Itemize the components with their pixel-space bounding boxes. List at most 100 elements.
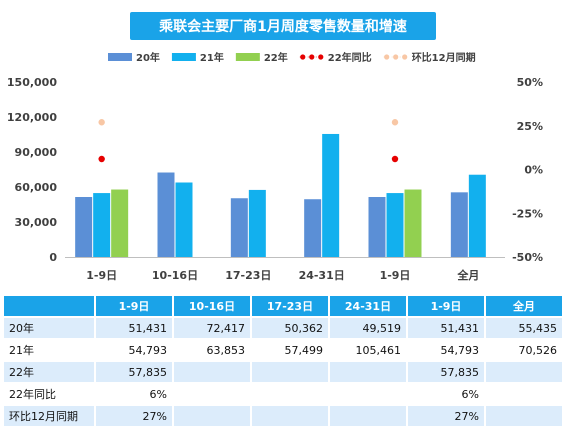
y-tick-label: 0 (49, 251, 57, 264)
table-cell (330, 362, 408, 384)
table-cell (174, 384, 252, 406)
table-cell (330, 384, 408, 406)
table-cell: 70,526 (486, 340, 564, 362)
legend-label: 21年 (200, 51, 224, 64)
bar-20年 (230, 198, 248, 257)
table-cell (252, 362, 330, 384)
chart-svg: 0 30,000 60,000 90,000 120,000 150,000 -50% -25… (7, 51, 543, 282)
bar-21年 (322, 133, 340, 257)
y-tick-label: 150,000 (7, 76, 57, 89)
table-cell: 6% (96, 384, 174, 406)
table-cell (252, 384, 330, 406)
table-row-label: 22年同比 (4, 384, 96, 406)
table-header-cell: 24-31日 (330, 296, 408, 318)
bar-22年 (111, 189, 129, 257)
point-环比12月同期 (391, 119, 399, 126)
table-cell (330, 406, 408, 428)
table-header-cell: 1-9日 (408, 296, 486, 318)
table-header-cell: 1-9日 (96, 296, 174, 318)
legend-marker (402, 54, 408, 60)
y-tick-label: 90,000 (15, 146, 58, 159)
table-cell (252, 406, 330, 428)
legend-marker (309, 54, 315, 60)
bar-21年 (93, 193, 111, 257)
x-tick-label: 17-23日 (225, 269, 271, 282)
table-row-label: 22年 (4, 362, 96, 384)
legend-marker (318, 54, 324, 60)
legend-marker (300, 54, 306, 60)
table-row: 20年 51,431 72,417 50,362 49,519 51,431 55,435 (4, 318, 564, 340)
y2-tick-label: 50% (517, 76, 543, 89)
y-tick-label: 120,000 (7, 111, 57, 124)
table-cell: 63,853 (174, 340, 252, 362)
table-cell: 27% (408, 406, 486, 428)
table-cell (174, 362, 252, 384)
point-22年同比 (98, 155, 105, 163)
table-cell: 51,431 (96, 318, 174, 340)
table-cell: 54,793 (96, 340, 174, 362)
chart-area: 0 30,000 60,000 90,000 120,000 150,000 -50% -25… (7, 12, 543, 282)
table-cell: 27% (96, 406, 174, 428)
x-tick-label: 10-16日 (152, 269, 198, 282)
table-body: 20年 51,431 72,417 50,362 49,519 51,431 55,435 2… (4, 318, 564, 428)
table-cell (486, 406, 564, 428)
table-header-cell (4, 296, 96, 318)
legend-label: 20年 (136, 51, 160, 64)
chart-title: 乘联会主要厂商1月周度零售数量和增速 (130, 12, 436, 40)
y2-tick-label: -25% (512, 207, 543, 220)
data-table: 1-9日 10-16日 17-23日 24-31日 1-9日 全月 20年 51,431 72… (4, 296, 564, 428)
table-cell: 72,417 (174, 318, 252, 340)
bar-20年 (450, 192, 468, 257)
table-row: 21年 54,793 63,853 57,499 105,461 54,793 70,526 (4, 340, 564, 362)
table-cell: 50,362 (252, 318, 330, 340)
point-环比12月同期 (98, 119, 105, 126)
table-row: 环比12月同期 27% 27% (4, 406, 564, 428)
legend-label: 22年 (264, 51, 288, 64)
legend-label: 环比12月同期 (412, 51, 476, 64)
y-tick-label: 30,000 (15, 216, 58, 229)
bar-21年 (386, 193, 404, 257)
table-row-label: 21年 (4, 340, 96, 362)
table-header-cell: 10-16日 (174, 296, 252, 318)
table-cell: 49,519 (330, 318, 408, 340)
table-header-cell: 全月 (486, 296, 564, 318)
table-cell: 51,431 (408, 318, 486, 340)
legend-marker (393, 54, 399, 60)
bar-20年 (304, 199, 322, 257)
legend-marker (384, 54, 390, 60)
table-row: 22年 57,835 57,835 (4, 362, 564, 384)
x-tick-label: 1-9日 (380, 269, 411, 282)
legend-swatch (235, 53, 260, 61)
table-cell: 6% (408, 384, 486, 406)
table-cell (486, 384, 564, 406)
bar-21年 (468, 174, 486, 257)
table-row-label: 环比12月同期 (4, 406, 96, 428)
y-tick-label: 60,000 (15, 181, 58, 194)
x-tick-label: 1-9日 (86, 269, 117, 282)
table-cell: 54,793 (408, 340, 486, 362)
table-cell (486, 362, 564, 384)
table-row: 22年同比 6% 6% (4, 384, 564, 406)
bar-22年 (404, 189, 422, 257)
y2-tick-label: 25% (517, 120, 543, 133)
table-cell: 57,499 (252, 340, 330, 362)
table-cell: 57,835 (96, 362, 174, 384)
x-tick-label: 24-31日 (299, 269, 345, 282)
y2-tick-label: 0% (524, 164, 543, 177)
legend-swatch (171, 53, 196, 61)
table-header-cell: 17-23日 (252, 296, 330, 318)
legend-label: 22年同比 (328, 51, 372, 64)
table-row-label: 20年 (4, 318, 96, 340)
legend-swatch (108, 53, 132, 61)
table-cell (174, 406, 252, 428)
x-tick-label: 全月 (456, 268, 479, 282)
point-22年同比 (391, 155, 399, 163)
bar-20年 (368, 196, 386, 257)
table-cell: 57,835 (408, 362, 486, 384)
bar-20年 (75, 196, 93, 257)
bar-21年 (248, 189, 266, 257)
bar-20年 (157, 172, 175, 257)
table-header-row: 1-9日 10-16日 17-23日 24-31日 1-9日 全月 (4, 296, 564, 318)
table-cell: 105,461 (330, 340, 408, 362)
y2-tick-label: -50% (512, 251, 543, 264)
